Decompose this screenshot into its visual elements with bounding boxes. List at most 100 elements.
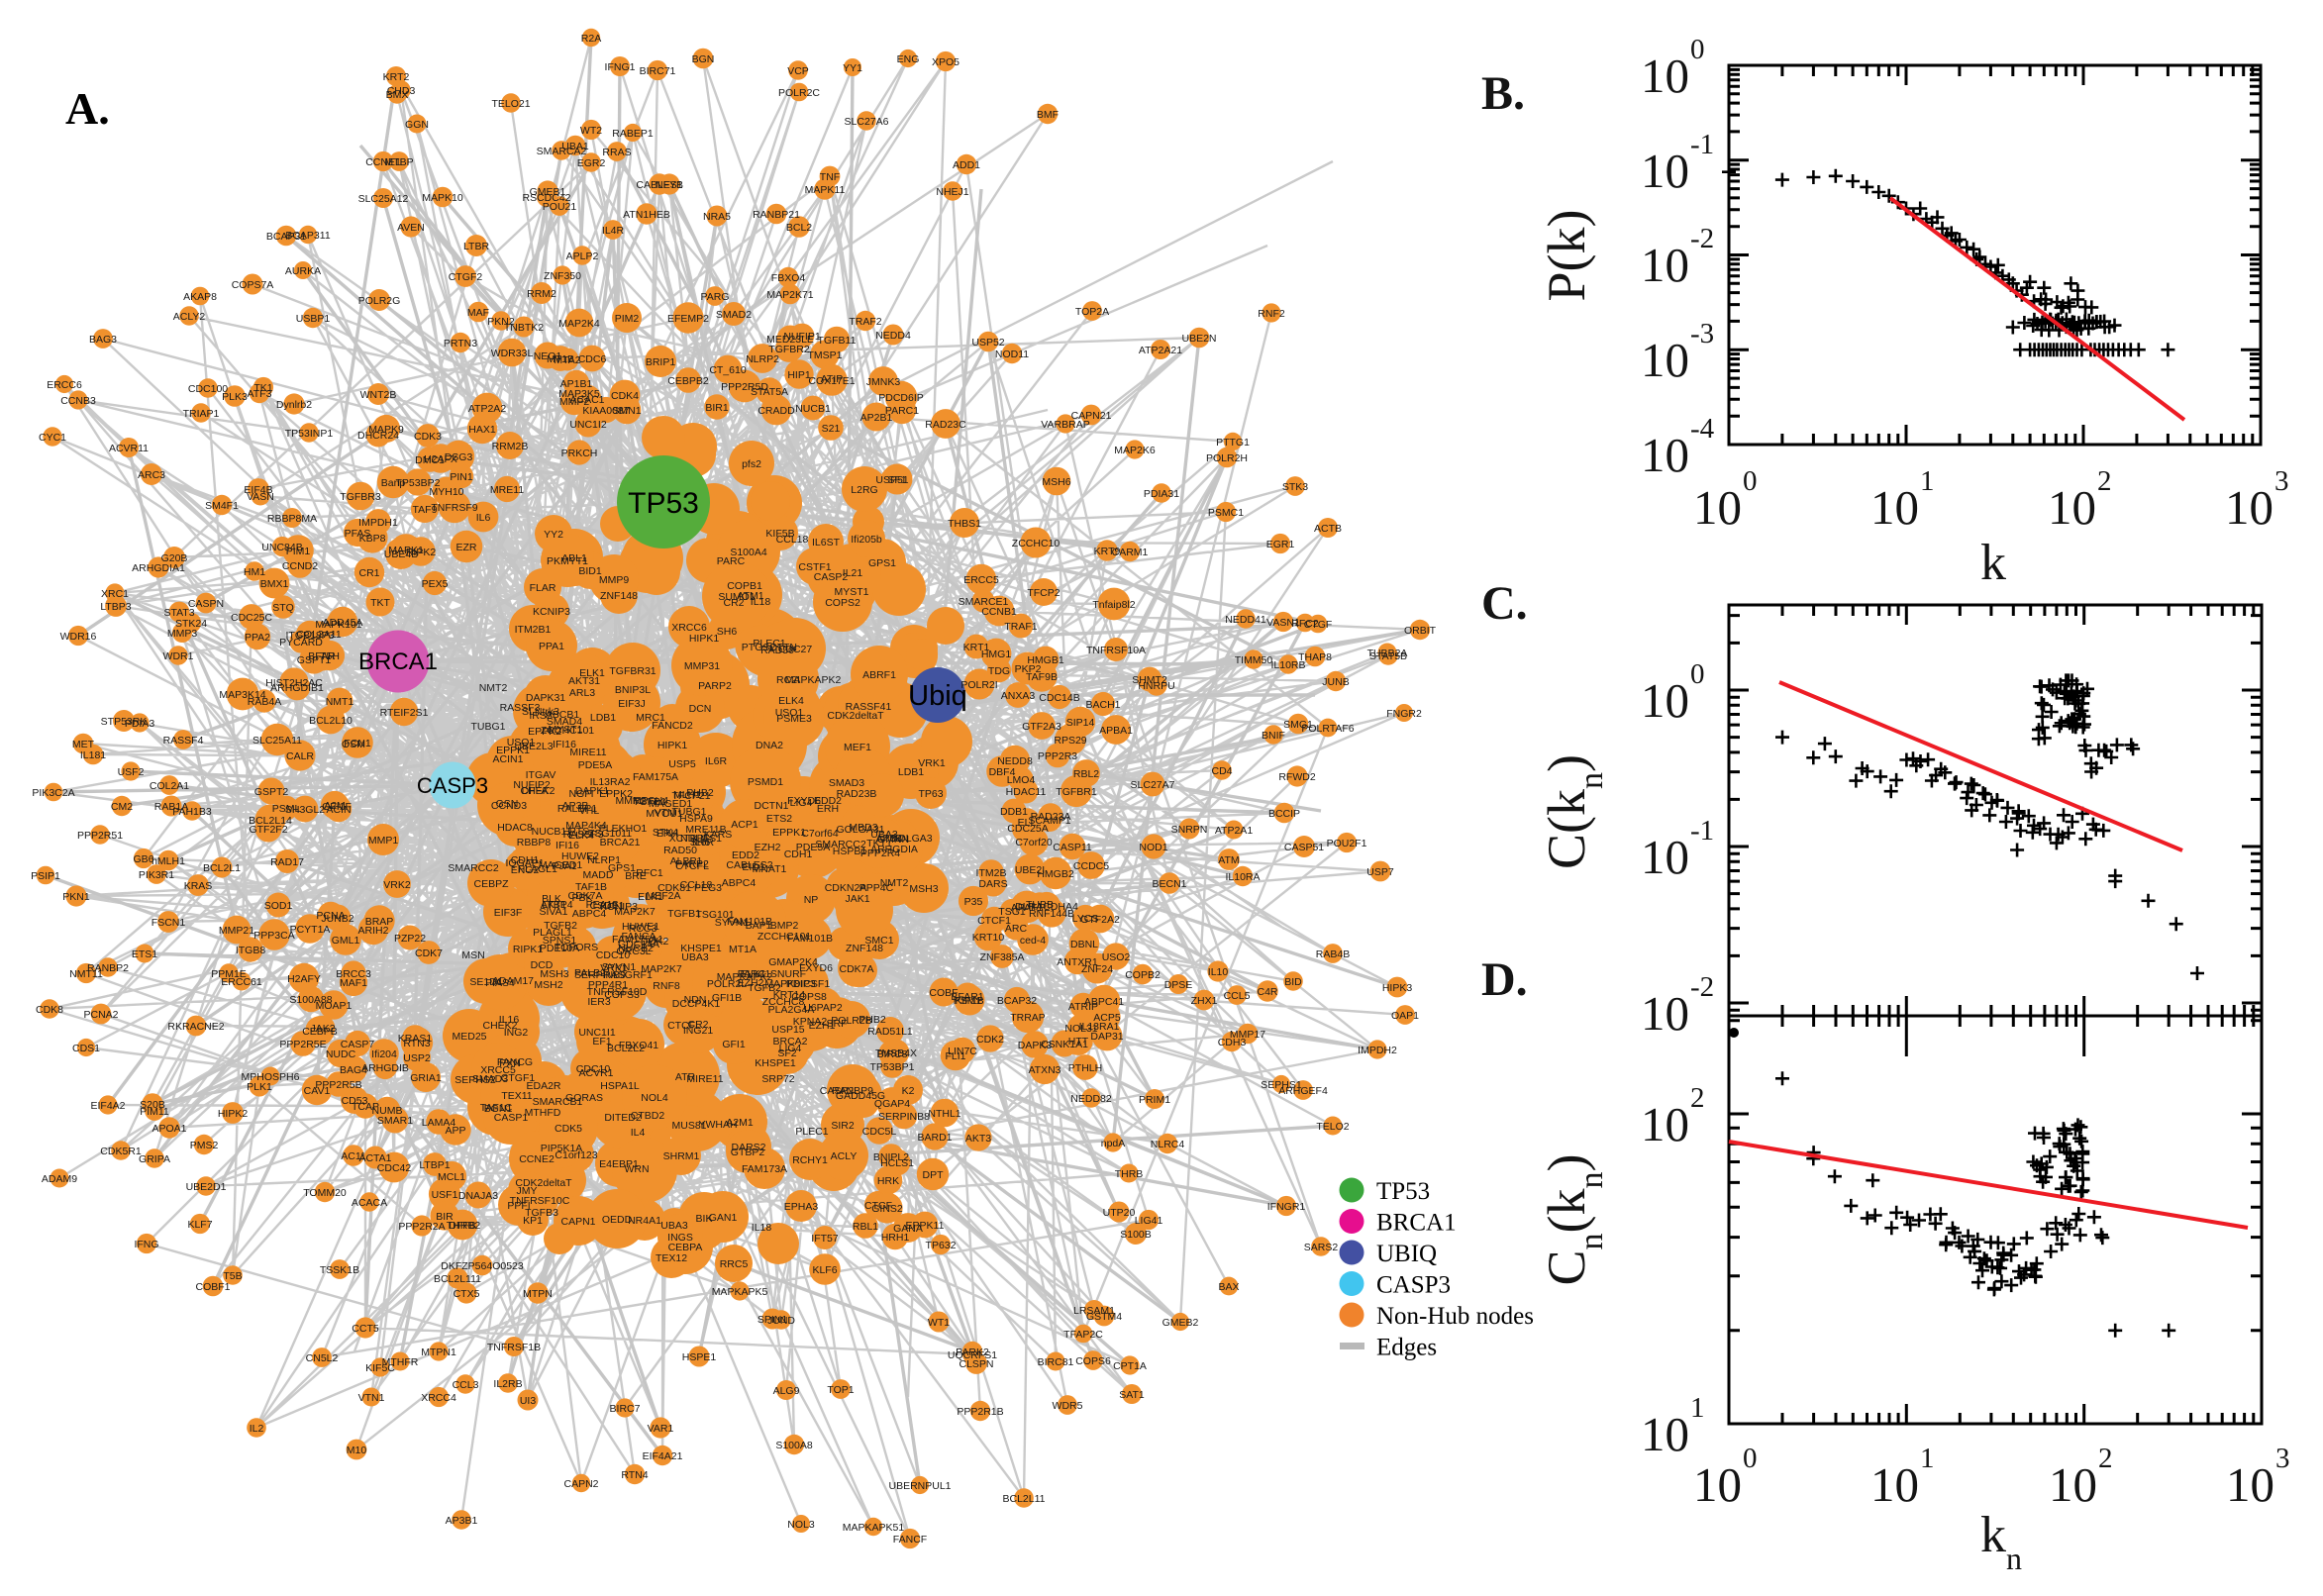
svg-text:TNFRSF10A: TNFRSF10A (1086, 645, 1146, 656)
svg-text:ZNF148: ZNF148 (846, 943, 883, 954)
svg-text:KLF6: KLF6 (812, 1264, 837, 1276)
svg-text:TNF: TNF (820, 171, 840, 183)
svg-text:PPM1E: PPM1E (211, 968, 247, 980)
svg-text:EGR1: EGR1 (1266, 539, 1295, 550)
svg-text:LTBP4: LTBP4 (542, 899, 572, 911)
svg-text:IMPDH2: IMPDH2 (1358, 1045, 1397, 1056)
svg-text:GRIA1: GRIA1 (410, 1072, 442, 1084)
svg-text:USP51: USP51 (875, 474, 908, 486)
svg-text:TAF9: TAF9 (413, 504, 438, 516)
svg-text:TGFB2: TGFB2 (544, 920, 577, 932)
svg-text:CTCF1: CTCF1 (977, 915, 1011, 927)
svg-text:BGN1: BGN1 (484, 1103, 513, 1115)
svg-text:CD53: CD53 (342, 1095, 368, 1107)
svg-text:CDK7: CDK7 (415, 948, 443, 959)
svg-text:CASP11: CASP11 (1053, 842, 1092, 853)
svg-text:AURKA: AURKA (285, 265, 321, 277)
svg-text:CDC27: CDC27 (778, 644, 813, 655)
svg-text:RAB4A: RAB4A (248, 696, 281, 708)
svg-text:NUCB11: NUCB11 (532, 826, 572, 838)
svg-text:IQGAP1: IQGAP1 (505, 857, 544, 869)
svg-text:CHEK2: CHEK2 (482, 1020, 517, 1032)
svg-text:ENG2: ENG2 (511, 864, 540, 876)
svg-text:CCNB1: CCNB1 (981, 606, 1017, 618)
svg-text:PARC1: PARC1 (885, 405, 919, 417)
svg-text:EZH2: EZH2 (755, 842, 781, 853)
svg-text:TSG101: TSG101 (695, 909, 734, 921)
svg-text:1: 1 (1690, 1392, 1705, 1424)
svg-text:CALR: CALR (286, 750, 314, 762)
svg-text:ATP2A1: ATP2A1 (1215, 825, 1253, 837)
svg-text:MT1B: MT1B (547, 353, 574, 365)
svg-text:TRAF1: TRAF1 (1004, 621, 1037, 633)
svg-text:PLEKHO1: PLEKHO1 (599, 823, 648, 835)
svg-text:PPP3CA: PPP3CA (253, 930, 294, 942)
svg-text:ZHX1: ZHX1 (1191, 995, 1218, 1007)
svg-text:FAM173A: FAM173A (742, 1163, 787, 1175)
svg-text:BRCA2: BRCA2 (772, 1036, 807, 1047)
svg-text:HSPB1: HSPB1 (833, 846, 867, 857)
svg-text:RAD17: RAD17 (270, 856, 304, 868)
svg-text:ENG: ENG (897, 53, 920, 65)
svg-text:M10: M10 (347, 1445, 367, 1456)
svg-text:GTF2F2: GTF2F2 (249, 824, 287, 836)
svg-text:PSMC1: PSMC1 (1208, 507, 1244, 519)
svg-text:HIPK1: HIPK1 (689, 633, 720, 645)
svg-text:ATN1HEB: ATN1HEB (623, 209, 670, 221)
svg-text:ACIN1: ACIN1 (493, 753, 524, 765)
svg-text:MMR2: MMR2 (616, 795, 647, 807)
svg-text:GGN: GGN (405, 119, 429, 131)
svg-text:DNA2: DNA2 (756, 740, 783, 751)
svg-text:RAD51L1: RAD51L1 (867, 1026, 913, 1038)
svg-text:npdA: npdA (1101, 1138, 1126, 1149)
svg-text:MAPKAPK2: MAPKAPK2 (717, 971, 773, 983)
svg-text:CCNE1: CCNE1 (365, 156, 401, 168)
svg-text:PPP2R5D: PPP2R5D (721, 381, 768, 393)
svg-text:BMX: BMX (386, 89, 409, 101)
svg-text:10: 10 (1641, 144, 1689, 198)
svg-text:MRE11: MRE11 (490, 484, 524, 496)
svg-text:WT2: WT2 (580, 125, 602, 137)
svg-text:CDC25C: CDC25C (231, 612, 272, 624)
svg-text:IL4: IL4 (631, 1127, 646, 1139)
svg-text:CDK5: CDK5 (555, 1123, 582, 1135)
svg-text:HIPK2: HIPK2 (218, 1108, 249, 1120)
svg-text:RAB1A: RAB1A (154, 801, 188, 813)
svg-text:DPSE: DPSE (1164, 979, 1193, 991)
svg-text:ADD1: ADD1 (953, 159, 980, 171)
svg-text:SMAR1: SMAR1 (377, 1115, 413, 1127)
svg-text:PBK: PBK (571, 892, 592, 904)
svg-text:CTCF: CTCF (864, 1200, 892, 1212)
svg-text:MAP2K6: MAP2K6 (1114, 445, 1156, 456)
svg-text:SARS2: SARS2 (1304, 1242, 1339, 1253)
svg-text:PLAGL1: PLAGL1 (518, 863, 557, 875)
svg-text:PDE5A: PDE5A (578, 759, 612, 771)
svg-text:TRRAP: TRRAP (1010, 1012, 1046, 1024)
svg-text:EPHA3: EPHA3 (784, 1201, 819, 1213)
svg-text:IL4R: IL4R (602, 225, 625, 237)
svg-text:FLAR: FLAR (530, 582, 556, 594)
svg-text:MTHFR: MTHFR (382, 1356, 419, 1368)
svg-text:JUND: JUND (767, 1315, 795, 1327)
svg-text:CCL18: CCL18 (680, 879, 713, 891)
svg-text:TKT1: TKT1 (866, 838, 892, 849)
svg-text:DBNL: DBNL (1070, 939, 1098, 950)
svg-text:BFAR1: BFAR1 (951, 991, 983, 1003)
svg-text:KHSPE1: KHSPE1 (755, 1057, 796, 1069)
svg-text:ATIP: ATIP (821, 373, 844, 385)
svg-text:KIF5C: KIF5C (365, 1362, 395, 1374)
svg-text:KIAA0087: KIAA0087 (582, 405, 629, 417)
svg-text:ANXA3: ANXA3 (1001, 690, 1036, 702)
svg-text:CDC10: CDC10 (576, 1063, 611, 1075)
svg-text:MAPK8IP3: MAPK8IP3 (764, 978, 816, 990)
svg-text:IL6R: IL6R (692, 837, 715, 848)
svg-text:USF2: USF2 (118, 766, 145, 778)
svg-text:RBL2: RBL2 (1073, 768, 1099, 780)
svg-text:PSM1: PSM1 (954, 995, 982, 1007)
svg-text:CDKN2A: CDKN2A (825, 882, 867, 894)
svg-text:PPA2: PPA2 (245, 632, 270, 644)
svg-text:DCD: DCD (531, 959, 554, 971)
svg-text:ATF3: ATF3 (248, 388, 272, 400)
svg-text:FAM101B: FAM101B (727, 916, 772, 928)
svg-text:RRM2: RRM2 (527, 288, 556, 300)
